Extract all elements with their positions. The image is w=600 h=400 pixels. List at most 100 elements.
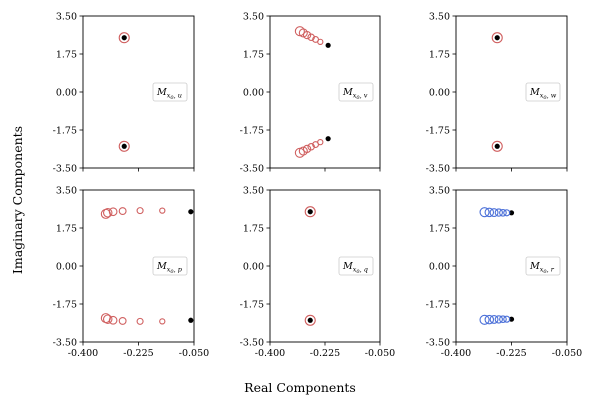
- y-tick-label: 1.75: [56, 223, 77, 234]
- open-point: [491, 140, 503, 152]
- x-tick-label: -0.225: [496, 348, 526, 359]
- reference-point: [188, 317, 194, 323]
- legend-main: M: [342, 261, 353, 272]
- y-tick-label: 3.50: [243, 185, 264, 196]
- x-tick-label: -0.050: [552, 348, 582, 359]
- open-point: [159, 318, 166, 325]
- legend-box: [152, 82, 188, 102]
- y-tick-label: -1.75: [53, 299, 77, 310]
- x-tick-label: -0.050: [179, 348, 209, 359]
- legend-label: Mx0, q: [342, 261, 368, 275]
- panel-w: -3.50 -1.75 0.00 1.75 3.50 Mx0, w: [426, 11, 568, 174]
- legend-main: M: [342, 87, 353, 98]
- y-tick-label: 3.50: [56, 185, 77, 196]
- open-point: [159, 207, 166, 214]
- open-point: [298, 28, 308, 38]
- x-tick-label: -0.050: [365, 348, 395, 359]
- reference-point: [494, 143, 500, 149]
- y-tick-label: 1.75: [56, 49, 77, 60]
- y-tick-label: 1.75: [429, 49, 450, 60]
- open-point: [118, 207, 127, 216]
- y-tick-label: 1.75: [243, 223, 264, 234]
- panel-v: -3.50 -1.75 0.00 1.75 3.50 Mx0, v: [240, 11, 381, 174]
- legend: Mx0, u: [152, 82, 188, 102]
- reference-point: [121, 35, 127, 41]
- y-tick-label: -1.75: [240, 299, 264, 310]
- reference-point: [494, 35, 500, 41]
- x-tick-label: -0.225: [310, 348, 340, 359]
- reference-point: [121, 143, 127, 149]
- legend-suffix: , w: [547, 92, 557, 100]
- open-point: [503, 209, 511, 217]
- open-point: [108, 315, 118, 325]
- legend-subsubscript: 0: [543, 95, 547, 101]
- open-point: [499, 208, 507, 217]
- legend-subscript: x: [167, 266, 171, 274]
- y-tick-label: 1.75: [429, 223, 450, 234]
- y-tick-label: -3.50: [240, 163, 264, 174]
- open-point: [118, 140, 130, 152]
- open-point: [479, 207, 490, 218]
- reference-point: [307, 317, 313, 323]
- open-point: [302, 30, 312, 40]
- y-tick-label: 0.00: [243, 261, 264, 272]
- open-point: [304, 314, 316, 326]
- open-point: [302, 144, 312, 154]
- y-tick-label: 0.00: [56, 87, 77, 98]
- open-point: [136, 207, 144, 215]
- y-tick-label: -3.50: [53, 163, 77, 174]
- open-point: [102, 208, 113, 218]
- open-point: [484, 207, 495, 218]
- legend-subsubscript: 0: [543, 269, 547, 275]
- open-point: [499, 315, 507, 324]
- legend-suffix: , v: [360, 92, 368, 100]
- legend-subscript: x: [167, 92, 171, 100]
- open-point: [484, 314, 495, 325]
- legend-subsubscript: 0: [170, 269, 174, 275]
- legend-label: Mx0, w: [529, 87, 557, 101]
- reference-point: [325, 136, 331, 142]
- open-point: [102, 314, 113, 324]
- legend-subsubscript: 0: [356, 269, 360, 275]
- legend-subscript: x: [353, 266, 357, 274]
- y-tick-label: 0.00: [56, 261, 77, 272]
- legend-subsubscript: 0: [356, 95, 360, 101]
- open-point: [494, 315, 503, 324]
- y-tick-label: 3.50: [243, 11, 264, 22]
- legend-label: Mx0, r: [529, 261, 555, 275]
- y-tick-label: -3.50: [426, 337, 450, 348]
- panel-q: -3.50 -1.75 0.00 1.75 3.50 -0.400 -0.225 -0.050…: [240, 185, 396, 359]
- open-point: [118, 32, 130, 44]
- y-tick-label: -1.75: [240, 125, 264, 136]
- legend-label: Mx0, p: [156, 261, 183, 275]
- legend-subscript: x: [353, 92, 357, 100]
- open-point: [489, 314, 499, 324]
- legend-suffix: , r: [547, 266, 555, 274]
- legend-label: Mx0, u: [156, 87, 182, 101]
- legend: Mx0, r: [525, 256, 561, 276]
- legend-subsubscript: 0: [170, 95, 174, 101]
- y-tick-label: -1.75: [426, 299, 450, 310]
- legend-main: M: [529, 87, 540, 98]
- legend: Mx0, v: [338, 82, 374, 102]
- legend-suffix: , q: [360, 266, 368, 274]
- y-tick-label: -1.75: [426, 125, 450, 136]
- legend-box: [152, 256, 188, 276]
- y-tick-label: -1.75: [53, 125, 77, 136]
- legend-main: M: [156, 87, 167, 98]
- y-tick-label: 1.75: [243, 49, 264, 60]
- panel-grid: -3.50 -1.75 0.00 1.75 3.50 Mx0, u -3.50 -1.75 0.…: [53, 11, 583, 359]
- legend-label: Mx0, v: [342, 87, 368, 101]
- open-point: [304, 206, 316, 218]
- reference-point: [188, 209, 194, 215]
- open-point: [136, 317, 144, 325]
- y-tick-label: 3.50: [429, 11, 450, 22]
- x-tick-label: -0.225: [123, 348, 153, 359]
- y-tick-label: 3.50: [56, 11, 77, 22]
- legend-box: [525, 82, 561, 102]
- reference-point: [307, 209, 313, 215]
- legend-box: [338, 82, 374, 102]
- open-point: [479, 314, 490, 325]
- x-tick-label: -0.400: [68, 348, 98, 359]
